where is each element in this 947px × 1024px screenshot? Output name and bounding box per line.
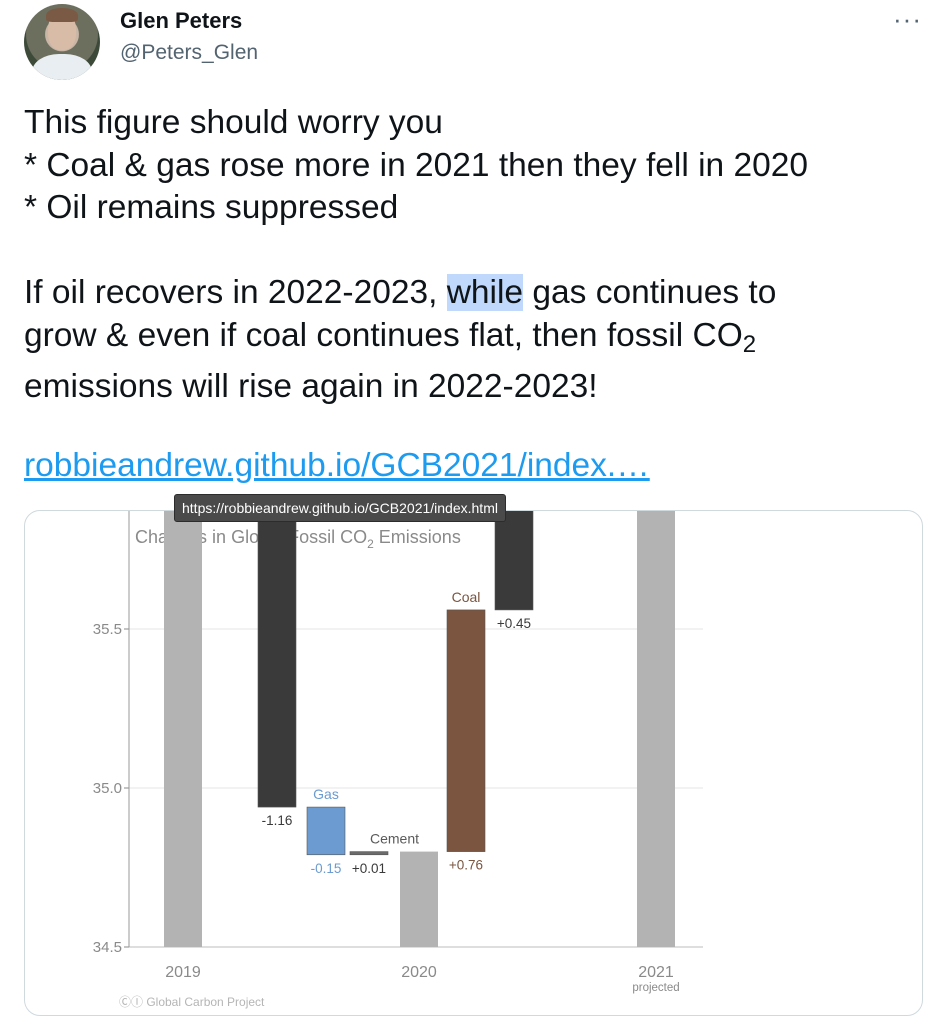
avatar-shirt [32,54,92,80]
bar-value-label: +0.01 [352,861,386,876]
text-highlight: while [446,274,524,311]
chart-credit: ⒸⒾ Global Carbon Project [119,995,265,1009]
tweet-line: * Coal & gas rose more in 2021 then they… [24,146,809,184]
avatar-hair [46,8,78,22]
bar-name-label: Gas [313,786,339,802]
bar-name-label: Coal [452,589,481,605]
x-tick-label: 2020 [401,964,437,981]
oil-bar [257,511,297,808]
y-tick-label: 35.5 [93,621,122,638]
waterfall-chart: 36.536.035.535.034.537.0 GtChanges in Gl… [93,511,703,1009]
total-bar [637,511,675,947]
y-tick-label: 35.0 [93,780,122,797]
coal-bar [446,609,486,852]
tweet-text-segment: gas continues to [523,274,777,311]
tweet-line: grow & even if coal continues flat, then… [24,315,924,367]
total-bar [400,851,438,947]
bar-value-label: -1.16 [262,813,293,828]
subscript: 2 [742,330,757,358]
x-tick-label: 2019 [165,964,201,981]
tweet-line: * Oil remains suppressed [24,189,399,226]
tweet-line: If oil recovers in 2022-2023, while gas … [24,272,924,315]
x-tick-label: 2021 [638,964,674,981]
more-options-icon[interactable]: ··· [893,4,922,34]
author-name[interactable]: Glen Peters [120,8,243,33]
y-tick-label: 34.5 [93,939,122,956]
chart-card[interactable]: 36.536.035.535.034.537.0 GtChanges in Gl… [24,510,923,1016]
tweet-text: This figure should worry you * Coal & ga… [24,102,924,409]
link-tooltip: https://robbieandrew.github.io/GCB2021/i… [174,494,506,522]
bar-value-label: -0.15 [311,861,342,876]
cement-bar [349,851,389,856]
avatar[interactable] [24,4,100,80]
total-bar [164,511,202,947]
tweet-line: emissions will rise again in 2022-2023! [24,368,598,405]
bar-name-label: Cement [370,831,419,847]
x-tick-sublabel: projected [632,982,679,994]
bar-value-label: +0.76 [449,858,483,873]
oil-bar [494,511,534,611]
tweet-text-segment: If oil recovers in 2022-2023, [24,274,447,311]
tweet-line: This figure should worry you [24,104,443,141]
tweet-text-segment: grow & even if coal continues flat, then… [24,316,743,354]
bar-value-label: +0.45 [497,616,531,631]
article-link[interactable]: robbieandrew.github.io/GCB2021/index.… [24,447,650,484]
gas-bar [306,806,346,856]
author-handle[interactable]: @Peters_Glen [120,41,259,64]
